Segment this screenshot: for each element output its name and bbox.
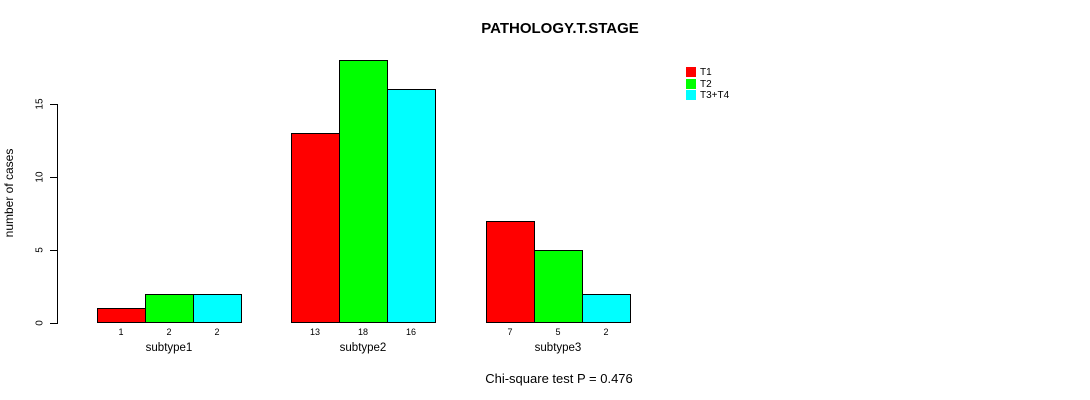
bar-value-label: 2 [166, 327, 172, 337]
y-axis-tick-label: 15 [34, 98, 46, 110]
y-axis-tick [50, 177, 57, 178]
y-axis-tick [50, 323, 57, 324]
y-axis-tick-label: 10 [34, 171, 46, 183]
bar-subtype1-T1 [97, 308, 146, 323]
legend-label-T3+T4: T3+T4 [700, 90, 730, 101]
bar-subtype3-T1 [486, 221, 535, 323]
bar-value-label: 2 [603, 327, 609, 337]
legend-swatch-T2 [686, 78, 696, 89]
category-label-subtype2: subtype2 [339, 342, 387, 354]
bar-value-label: 7 [507, 327, 513, 337]
bar-value-label: 5 [555, 327, 561, 337]
bar-value-label: 16 [405, 327, 416, 337]
bar-subtype2-T3+T4 [387, 89, 436, 323]
y-axis-tick [50, 104, 57, 105]
legend-label-T2: T2 [700, 78, 712, 90]
legend-label-T1: T1 [700, 67, 712, 78]
bar-subtype2-T1 [291, 133, 340, 323]
bar-value-label: 13 [309, 327, 320, 337]
chart-title: PATHOLOGY.T.STAGE [481, 20, 639, 37]
legend-swatch-T1 [686, 67, 696, 77]
bar-value-label: 18 [357, 327, 368, 337]
y-axis-tick [50, 250, 57, 251]
y-axis-tick-label: 0 [34, 320, 46, 326]
bar-subtype1-T2 [145, 294, 194, 323]
bar-value-label: 2 [214, 327, 220, 337]
y-axis-tick-label: 5 [34, 247, 46, 253]
category-label-subtype3: subtype3 [534, 342, 582, 354]
y-axis-label: number of cases [2, 148, 16, 238]
category-label-subtype1: subtype1 [145, 342, 193, 354]
chi-square-annotation: Chi-square test P = 0.476 [485, 371, 633, 386]
bar-value-label: 1 [118, 327, 124, 337]
y-axis-line [57, 104, 58, 324]
bar-subtype2-T2 [339, 60, 388, 323]
bar-subtype3-T2 [534, 250, 583, 323]
bar-subtype1-T3+T4 [193, 294, 242, 323]
bar-subtype3-T3+T4 [582, 294, 631, 323]
legend-swatch-T3+T4 [686, 90, 696, 100]
